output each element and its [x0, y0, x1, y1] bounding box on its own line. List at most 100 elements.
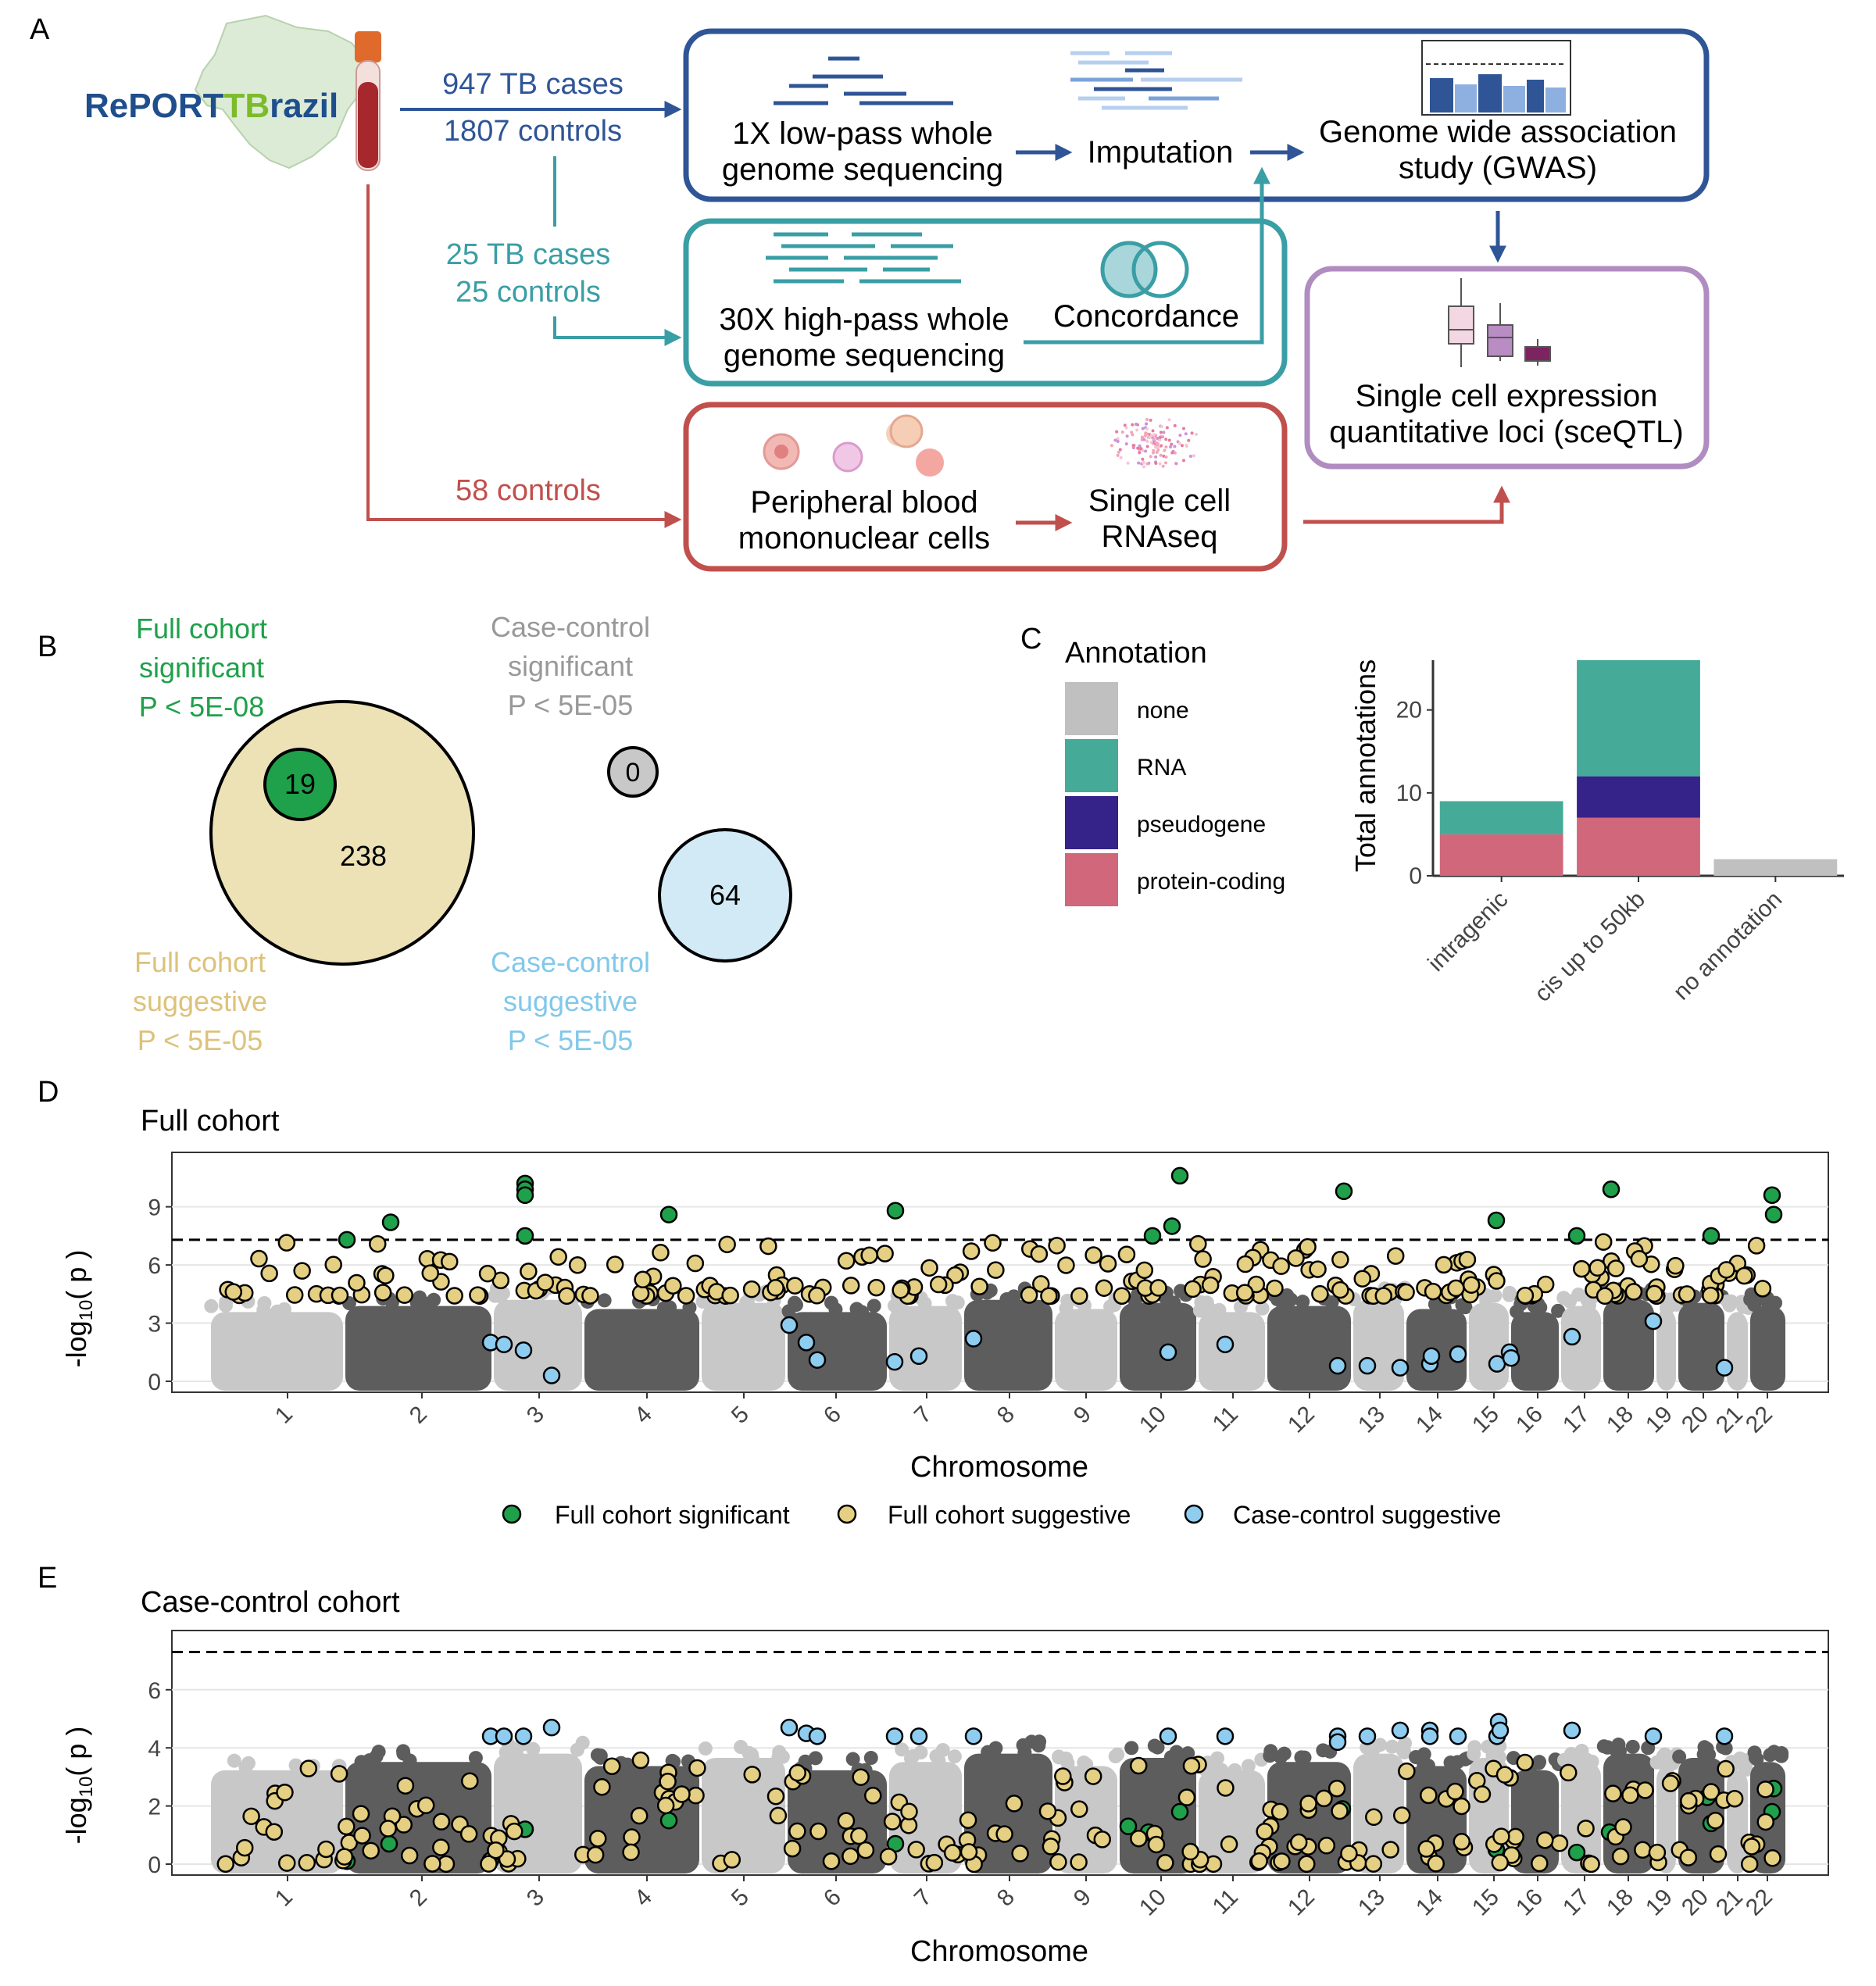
highlighted-snp [505, 1822, 523, 1841]
highlighted-snp [1358, 1356, 1377, 1375]
xtick-label: 2 [405, 1884, 432, 1912]
highlighted-snp [1742, 1838, 1761, 1856]
bar-xtick-label: no annotation [1668, 887, 1787, 1006]
chromosome-band [1656, 1309, 1676, 1391]
snp-point [218, 1298, 233, 1313]
annotation-legend: none RNA pseudogene protein-coding [1065, 682, 1285, 906]
highlighted-snp [1648, 1843, 1667, 1862]
highlighted-snp [353, 1827, 371, 1845]
highlighted-snp [588, 1830, 607, 1848]
panel-label-a: A [30, 13, 50, 46]
umap-point [1188, 454, 1192, 458]
highlighted-snp [664, 1277, 682, 1295]
lowpass-line2: genome sequencing [722, 152, 1003, 187]
highlighted-snp [1189, 1234, 1207, 1253]
umap-point [1162, 454, 1166, 458]
highlighted-snp [432, 1813, 451, 1831]
highlighted-snp [1747, 1237, 1766, 1255]
snp-point [1024, 1734, 1039, 1749]
highlighted-snp [1764, 1206, 1783, 1223]
highlighted-snp [780, 1718, 799, 1737]
snp-point [1263, 1748, 1277, 1763]
highlighted-snp [373, 1284, 392, 1302]
highlighted-snp [808, 1287, 826, 1305]
gwas-cohort-controls: 1807 controls [444, 115, 622, 148]
umap-point [1164, 445, 1168, 449]
umap-point [1131, 423, 1135, 427]
highlighted-snp [1170, 1802, 1189, 1821]
panel-label-c: C [1020, 623, 1042, 655]
chromosome-band [494, 1299, 582, 1391]
umap-point [1154, 461, 1158, 465]
highlighted-snp [1130, 1756, 1148, 1775]
highlighted-snp [1563, 1327, 1581, 1346]
highlighted-snp [1614, 1818, 1632, 1836]
highlighted-snp [718, 1235, 736, 1254]
highlighted-snp [1256, 1822, 1274, 1841]
umap-point [1135, 428, 1139, 432]
highlighted-snp [1181, 1842, 1199, 1861]
snp-point [987, 1746, 1002, 1761]
highlighted-snp [1427, 1855, 1445, 1873]
chromosome-band [889, 1306, 962, 1391]
umap-point [1131, 446, 1135, 450]
highlighted-snp [686, 1254, 705, 1273]
gwas-line1: Genome wide association [1319, 115, 1677, 149]
venn-full-sig-line1: Full cohort [136, 613, 267, 645]
umap-point [1177, 441, 1181, 445]
snp-point [575, 1735, 590, 1750]
umap-point [1163, 448, 1167, 452]
pbmc-box [683, 402, 1288, 572]
highlighted-snp [1646, 1284, 1663, 1303]
venn-full-sug-line3: P < 5E-05 [138, 1024, 263, 1056]
umap-point [1192, 454, 1196, 458]
highlighted-snp [1149, 1279, 1167, 1297]
highlighted-snp [1582, 1855, 1600, 1873]
highlighted-snp [788, 1763, 807, 1782]
venn-cc-sig-line2: significant [508, 650, 633, 682]
highlighted-snp [1453, 1833, 1471, 1851]
highlighted-snp [1216, 1727, 1235, 1745]
highlighted-snp [1611, 1847, 1630, 1866]
chromosome-band [1678, 1302, 1724, 1391]
legend-label-RNA: RNA [1137, 755, 1186, 780]
sequencing-reads-icon [774, 56, 953, 105]
highlighted-snp [1315, 1789, 1333, 1808]
umap-point [1158, 462, 1162, 466]
highlighted-snp [242, 1807, 260, 1826]
umap-point [1184, 432, 1188, 436]
highlighted-snp [1135, 1261, 1154, 1280]
xtick-label: 3 [522, 1884, 549, 1912]
snp-point [1255, 1301, 1270, 1316]
highlighted-snp [1184, 1280, 1202, 1298]
highlighted-snp [1070, 1853, 1088, 1871]
snp-point [1625, 1739, 1640, 1754]
highlighted-snp [1340, 1845, 1358, 1863]
venn-cc-sig-line3: P < 5E-05 [508, 689, 633, 721]
venn-cc-suggestive-circle [658, 828, 792, 963]
highlighted-snp [759, 1237, 777, 1256]
highlighted-snp [1422, 1347, 1441, 1365]
highlighted-snp [1706, 1811, 1724, 1830]
xtick-label: 17 [1558, 1884, 1595, 1921]
snp-point [204, 1298, 219, 1313]
highlighted-snp [480, 1855, 498, 1873]
logo-text-report: RePORT [84, 87, 224, 125]
highlighted-snp [1763, 1186, 1781, 1204]
highlighted-snp [317, 1840, 335, 1859]
highlighted-snp [487, 1841, 505, 1859]
manhattan-d-title: Full cohort [141, 1105, 280, 1138]
highlighted-snp [1488, 1272, 1506, 1290]
highlighted-snp [1381, 1841, 1399, 1859]
chromosome-band [1199, 1770, 1265, 1873]
manhattan-thumbnail-icon [1421, 40, 1571, 116]
umap-point [1125, 434, 1129, 438]
highlighted-snp [277, 1234, 296, 1252]
highlighted-snp [338, 1817, 356, 1836]
highlighted-snp [622, 1843, 640, 1862]
highlighted-snp [1099, 1255, 1117, 1273]
panel-label-e: E [38, 1562, 57, 1595]
highlighted-snp [293, 1262, 311, 1280]
pbmc-line2: mononuclear cells [738, 521, 990, 555]
highlighted-snp [1516, 1753, 1535, 1772]
